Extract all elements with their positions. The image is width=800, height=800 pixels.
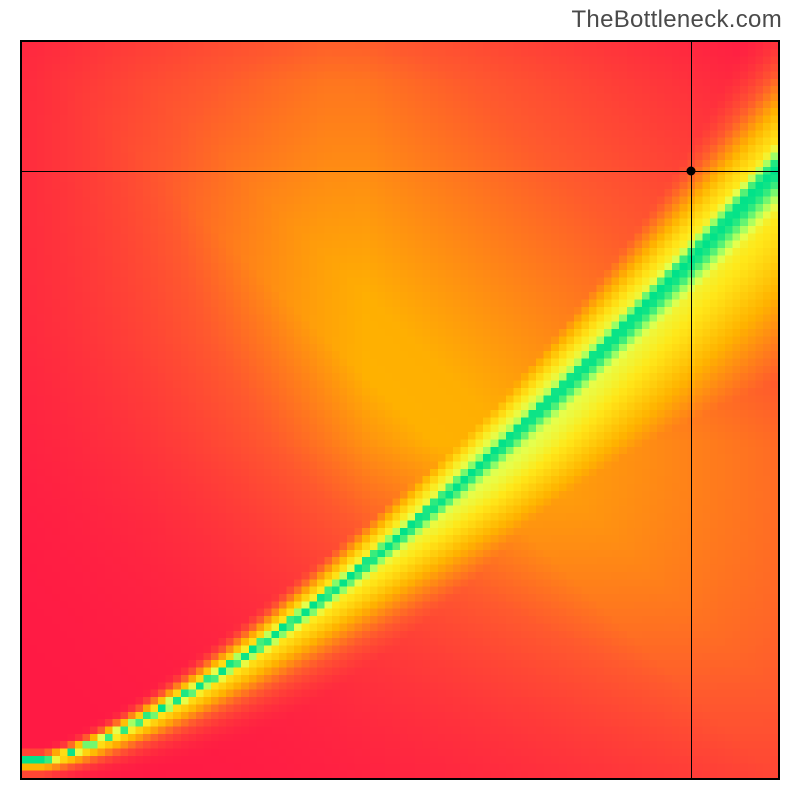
heatmap-canvas (22, 42, 778, 778)
watermark-text: TheBottleneck.com (571, 6, 782, 34)
crosshair-dot (687, 166, 696, 175)
bottleneck-heatmap-plot (20, 40, 780, 780)
crosshair-horizontal-line (22, 171, 778, 172)
crosshair-vertical-line (691, 42, 692, 778)
